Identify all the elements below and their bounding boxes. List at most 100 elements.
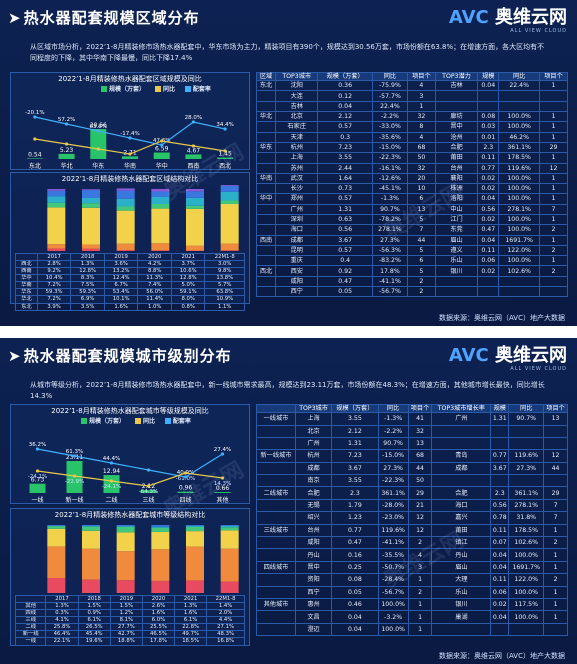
bar-value-0: 0.54	[28, 151, 42, 158]
st-cell: 3.5%	[70, 302, 105, 311]
st-cell: 46.4%	[45, 630, 79, 639]
table-cell: 12	[407, 511, 433, 525]
table-cell: 6	[406, 255, 436, 267]
table-cell: 2	[539, 265, 568, 277]
yoy-point-4	[160, 139, 164, 143]
table-cell: 东莞	[434, 224, 479, 236]
table-cell: 100.0%	[498, 111, 540, 123]
table-row: 二线城市 合肥 2.3 361.1% 29 合肥 2.3 361.1% 29	[256, 486, 568, 500]
table-row: 西北 2.8% 1.3% 3.6% 4.2% 3.7% 3.0%	[15, 260, 245, 269]
table-cell: 0.11	[490, 573, 510, 587]
bar-3	[140, 490, 157, 493]
table-cell	[490, 424, 510, 438]
table-cell: 31.8%	[508, 511, 545, 525]
table-cell: 石家庄	[275, 121, 319, 133]
region-bar-title: 2022’1-8月精装修热水器配套区域规模及同比	[58, 75, 202, 83]
bar-value-0: 6.73	[31, 477, 45, 484]
yoy-point-5	[220, 476, 225, 480]
table-cell: 1.31	[317, 203, 373, 215]
bar-2	[90, 129, 107, 159]
st-cell: 27.7%	[109, 623, 143, 632]
table-cell: 12	[543, 449, 568, 463]
bar-value-4: 6.59	[155, 146, 169, 153]
stack-seg-5-6	[220, 185, 239, 186]
stack-seg-4-3	[186, 526, 204, 532]
table-cell: 0.25	[331, 560, 379, 575]
table-cell: 青岛	[431, 449, 492, 463]
stack-seg-5-5	[220, 525, 239, 526]
bar-value-5: 0.66	[216, 485, 230, 492]
table-row: 新一线 46.4% 45.4% 42.7% 46.5% 49.7% 48.3%	[14, 630, 245, 639]
table-row: 澄迈 0.04 100.0% 1	[256, 622, 568, 637]
table-cell: 0.47	[331, 536, 379, 550]
table-cell: 44	[407, 461, 433, 476]
table-cell: 0.04	[331, 622, 379, 637]
st-rowname: 华东	[15, 288, 38, 297]
page-title: ➤ 热水器配套规模区域分布	[8, 9, 200, 27]
table-row: 绍兴 1.23 -23.0% 12 嘉兴 0.78 31.8% 7	[256, 511, 568, 525]
table-cell: 合肥	[434, 141, 479, 154]
table-cell: 1	[407, 610, 433, 624]
table-cell	[477, 275, 500, 288]
table-cell: 0.07	[490, 536, 510, 550]
category-label-5: 西南	[187, 162, 199, 169]
table-header: TOP3城市	[275, 71, 319, 82]
st-cell: 1.3%	[70, 260, 105, 269]
table-cell: 西宁	[294, 585, 333, 600]
table-cell: 三线城市	[256, 523, 296, 538]
stack-seg-3-4	[151, 196, 170, 205]
table-cell: 41	[407, 412, 433, 426]
st-cell: 6.0%	[141, 616, 176, 625]
st-cell: 5.0%	[170, 281, 206, 290]
st-cell: 7.2%	[36, 295, 72, 304]
table-cell: 1	[407, 597, 433, 612]
table-row: 广州 1.31 90.7% 13 中山 0.56 278.1% 7	[255, 203, 568, 215]
stack-seg-1-1	[82, 244, 100, 249]
st-cell: 8.0%	[170, 295, 206, 304]
yoy2-label-2: -24.1%	[102, 484, 121, 490]
table-row: 华中 10.4% 8.3% 12.4% 11.3% 12.8% 13.8%	[15, 274, 245, 283]
table-row: 深圳 0.63 -78.2% 5 江门 0.02 100.0% 1	[255, 213, 568, 226]
table-cell: 1	[543, 585, 568, 600]
table-cell: 昆明	[275, 244, 319, 257]
table-cell: 100.0%	[498, 183, 540, 195]
table-cell	[539, 286, 568, 298]
legend-scale-2: 规模（万套）	[89, 417, 126, 425]
table-cell: 122.0%	[498, 244, 540, 257]
st-cell: 4.2%	[137, 260, 172, 269]
st-rowname: 西南	[15, 267, 38, 276]
table-cell: 117.5%	[508, 597, 545, 612]
stack-seg-4-4	[186, 197, 204, 206]
table-cell: 2	[543, 573, 568, 587]
st-cell: 7.4%	[137, 281, 172, 290]
table-cell: -45.1%	[371, 183, 408, 195]
st-cell: 12.8%	[70, 267, 105, 276]
table-cell: 郑州	[275, 193, 319, 205]
st-cell: 9.2%	[36, 267, 72, 276]
table-cell: 100.0%	[508, 585, 545, 600]
st-year: 2021	[170, 252, 206, 262]
table-cell: 华北	[255, 111, 277, 123]
bar-value-4: 0.96	[179, 485, 193, 492]
table-cell: 杭州	[275, 141, 319, 154]
st-cell: 5.7%	[204, 281, 245, 290]
table-cell: 100.0%	[498, 121, 540, 133]
region-legend: 规模（万套） 同比 配套率	[101, 86, 219, 93]
table-cell: 0.02	[477, 265, 500, 277]
table-cell: 2	[406, 275, 436, 288]
st-cell: 26.5%	[77, 623, 111, 632]
table-cell: 0.11	[490, 523, 510, 538]
st-cell: 1.5%	[109, 602, 143, 611]
table-cell	[477, 286, 500, 298]
stack-seg-3-3	[151, 204, 170, 209]
st-cell: 4.1%	[45, 616, 79, 625]
yoy-point-0	[35, 469, 40, 473]
table-cell: 2.12	[331, 424, 379, 438]
stack-seg-4-3	[186, 205, 204, 209]
table-cell	[256, 573, 296, 587]
yoy-point-3	[128, 152, 132, 156]
table-header: 同比	[377, 403, 409, 414]
share-point-4	[160, 143, 164, 147]
table-row: 其他 1.3% 1.5% 1.5% 2.6% 1.3% 1.4%	[14, 602, 245, 611]
table-cell: 44	[543, 461, 568, 476]
